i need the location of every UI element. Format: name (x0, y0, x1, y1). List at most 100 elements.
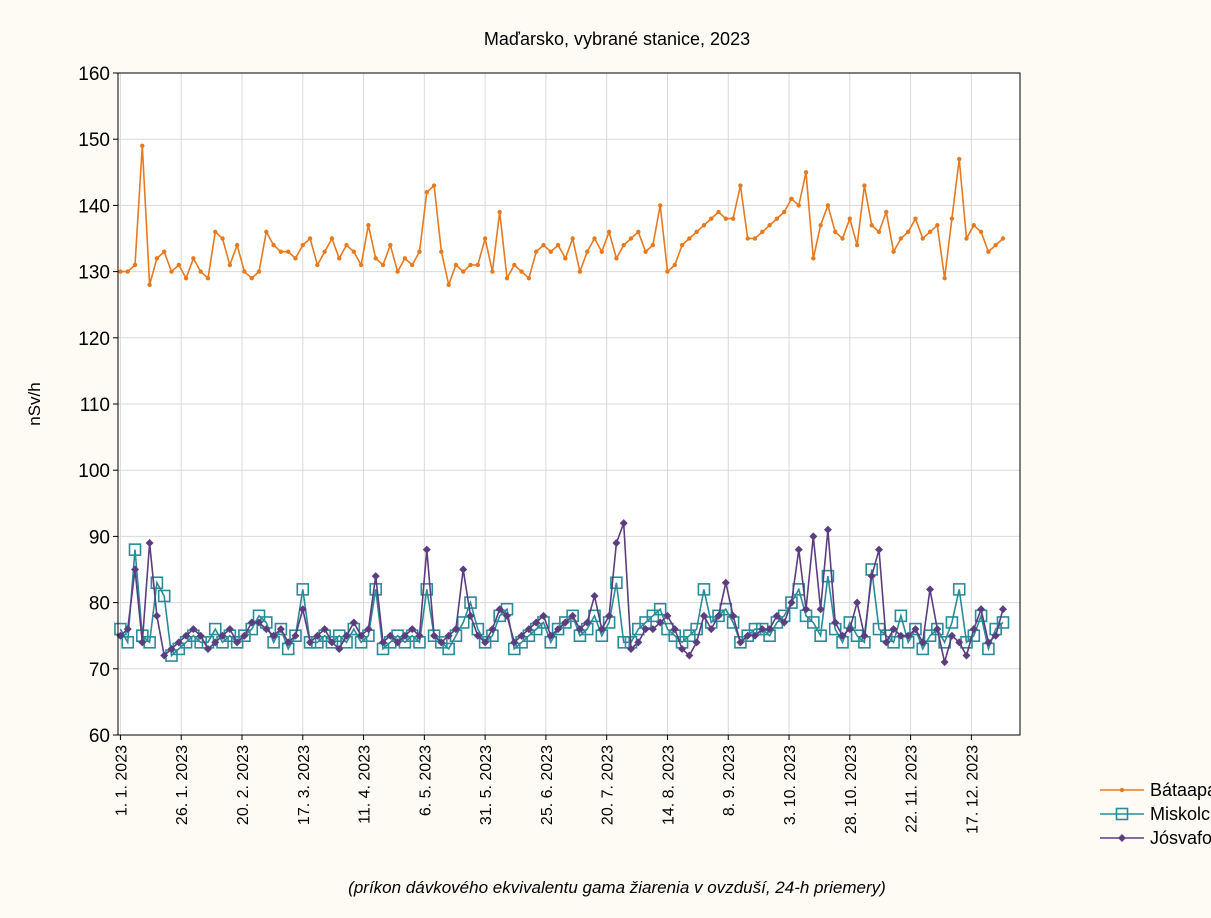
marker (559, 616, 572, 629)
marker (154, 256, 160, 261)
marker (504, 276, 510, 281)
marker (729, 611, 738, 620)
marker (337, 256, 342, 261)
marker (344, 242, 349, 248)
marker (909, 622, 922, 636)
marker (533, 249, 539, 254)
marker (524, 625, 533, 634)
marker (736, 638, 745, 647)
marker (497, 209, 502, 215)
marker (876, 229, 882, 235)
marker (904, 631, 913, 640)
marker (1119, 787, 1125, 793)
marker (945, 616, 959, 629)
marker (298, 605, 307, 614)
marker (626, 644, 635, 653)
marker (563, 256, 568, 261)
series-line (120, 145, 1004, 288)
marker (395, 269, 400, 274)
marker (845, 625, 854, 634)
marker (978, 229, 984, 235)
marker (665, 269, 670, 274)
y-tick-label: 90 (89, 527, 110, 548)
marker (657, 203, 663, 208)
marker (940, 658, 949, 667)
marker (971, 223, 977, 228)
x-tick-label: 17. 12. 2023 (964, 745, 981, 834)
marker (996, 616, 1010, 629)
marker (716, 209, 721, 215)
marker (998, 605, 1007, 614)
x-tick-label: 25. 6. 2023 (539, 745, 556, 825)
marker (721, 578, 730, 587)
marker (249, 276, 254, 281)
marker (371, 572, 380, 581)
x-tick-label: 11. 4. 2023 (357, 745, 374, 824)
x-tick-label: 26. 1. 2023 (174, 745, 191, 825)
marker (488, 625, 497, 634)
marker (774, 216, 780, 221)
marker (313, 631, 322, 640)
x-tick-label: 20. 7. 2023 (600, 745, 617, 825)
grid (118, 72, 1020, 736)
marker (218, 631, 227, 640)
marker (653, 602, 667, 616)
marker (884, 209, 889, 215)
marker (617, 636, 631, 649)
marker (816, 605, 825, 614)
marker (349, 618, 358, 627)
marker (1118, 834, 1126, 842)
marker (701, 223, 707, 228)
marker (320, 625, 329, 634)
chart-title: Maďarsko, vybrané stanice, 2023 (484, 29, 750, 49)
marker (213, 229, 218, 235)
x-tick-label: 1. 1. 2023 (113, 745, 130, 816)
marker (495, 605, 504, 614)
marker (823, 525, 832, 534)
legend-label: Jósvafo (1150, 828, 1211, 848)
marker (889, 625, 898, 634)
marker (342, 631, 351, 640)
marker (176, 262, 181, 268)
y-tick-label: 150 (78, 130, 110, 151)
marker (189, 625, 198, 634)
marker (707, 625, 716, 634)
marker (911, 625, 920, 634)
marker (503, 611, 512, 620)
marker (160, 651, 169, 660)
marker (905, 229, 911, 235)
marker (234, 242, 240, 248)
x-tick-label: 28. 10. 2023 (843, 745, 860, 834)
marker (482, 236, 488, 241)
marker (991, 631, 1000, 640)
marker (203, 644, 212, 653)
marker (402, 256, 408, 261)
marker (818, 223, 823, 228)
marker (512, 262, 517, 268)
marker (227, 262, 233, 268)
marker (128, 543, 142, 556)
y-tick-label: 60 (89, 726, 110, 747)
marker (663, 611, 672, 620)
marker (561, 618, 570, 627)
marker (366, 223, 371, 228)
marker (554, 625, 563, 634)
marker (814, 629, 827, 643)
marker (211, 638, 220, 647)
x-tick-label: 31. 5. 2023 (478, 745, 495, 825)
marker (125, 269, 130, 274)
marker (284, 638, 293, 647)
marker (417, 249, 422, 254)
marker (478, 636, 492, 649)
marker (610, 576, 623, 590)
marker (745, 236, 750, 241)
footnote: (príkon dávkového ekvivalentu gama žiare… (348, 878, 886, 897)
marker (993, 242, 998, 248)
marker (420, 583, 434, 596)
marker (780, 618, 789, 627)
marker (894, 609, 908, 623)
marker (453, 262, 459, 268)
marker (247, 618, 256, 627)
legend-label: Bátaapati (1150, 780, 1211, 800)
